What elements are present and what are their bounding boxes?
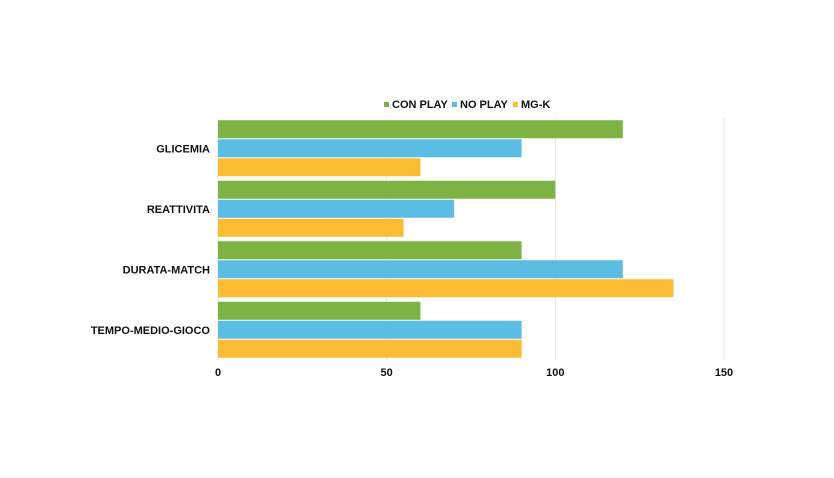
bar [218, 139, 522, 158]
x-tick-label: 150 [715, 367, 733, 379]
bar [218, 120, 623, 139]
bar [218, 301, 421, 320]
category-label: DURATA-MATCH [123, 264, 210, 276]
bar [218, 320, 522, 339]
bar [218, 241, 522, 260]
legend-label: MG-K [521, 99, 550, 111]
legend-label: NO PLAY [460, 99, 509, 111]
bar [218, 218, 404, 237]
bar [218, 279, 674, 298]
x-tick-label: 50 [381, 367, 393, 379]
x-tick-label: 0 [215, 367, 221, 379]
category-label: TEMPO-MEDIO-GIOCO [91, 325, 211, 337]
legend-swatch [384, 102, 389, 107]
category-label: GLICEMIA [156, 143, 210, 155]
bar [218, 199, 455, 218]
bar [218, 180, 556, 199]
legend-label: CON PLAY [392, 99, 448, 111]
bar [218, 260, 623, 279]
bar [218, 339, 522, 358]
category-label: REATTIVITA [147, 204, 210, 216]
bars [218, 120, 674, 358]
x-axis-ticks: 0 50 100 150 [215, 367, 733, 379]
x-tick-label: 100 [546, 367, 564, 379]
category-labels: GLICEMIA REATTIVITA DURATA-MATCH TEMPO-MEDI… [91, 143, 211, 337]
legend-swatch [513, 102, 518, 107]
bar [218, 158, 421, 177]
legend-swatch [452, 102, 457, 107]
legend: CON PLAY NO PLAY MG-K [384, 99, 550, 111]
